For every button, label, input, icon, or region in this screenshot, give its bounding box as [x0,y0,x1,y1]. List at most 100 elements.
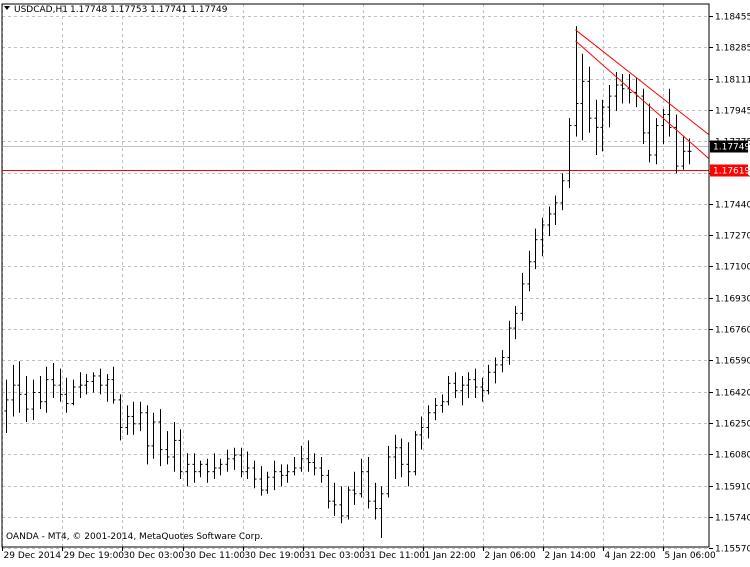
ohlc-bar [11,364,16,417]
ohlc-bar [426,405,431,439]
x-tick-label: 31 Dec 11:00 [365,551,426,561]
support-price-label: 1.17619 [713,167,750,177]
horizontal-line-layer [2,146,709,171]
ohlc-bar [520,272,525,321]
ohlc-bar [151,412,156,459]
ohlc-bar [446,375,451,406]
ohlc-bar [580,53,585,141]
copyright-notice: OANDA - MT4, © 2001-2014, MetaQuotes Sof… [6,532,263,542]
price-bars-layer [4,26,692,538]
y-tick-label: 1.16930 [715,295,750,305]
x-tick-label: 30 Dec 03:00 [124,551,185,561]
ohlc-bar [667,88,672,137]
ohlc-bar [547,206,552,237]
x-tick-label: 29 Dec 19:00 [64,551,125,561]
ohlc-bar [332,482,337,516]
trendlines-layer [575,29,710,160]
ohlc-bar [58,368,63,402]
ohlc-bar [265,471,270,494]
ohlc-bar [165,431,170,465]
ohlc-bar [453,372,458,399]
ohlc-bar [306,440,311,472]
ohlc-bar [674,114,679,174]
ohlc-bar [78,372,83,399]
ohlc-bar [473,368,478,399]
ohlc-bar [198,460,203,478]
ohlc-bar [239,447,244,478]
ohlc-bar [212,453,217,480]
ohlc-bar [292,456,297,476]
ohlc-bar [91,372,96,393]
ohlc-bar [105,374,110,402]
ohlc-bar [319,456,324,483]
ohlc-bar [359,458,364,498]
y-tick-label: 1.17100 [715,263,750,273]
ohlc-bar [312,453,317,476]
ohlc-bar [285,464,290,483]
y-tick-label: 1.16080 [715,451,750,461]
ohlc-bar [125,405,130,435]
ohlc-bar [386,445,391,498]
ohlc-bar [614,72,619,111]
ohlc-bar [259,466,264,496]
y-tick-label: 1.18285 [715,44,750,54]
x-tick-label: 1 Jan 22:00 [425,551,477,561]
ohlc-bar [486,364,491,395]
ohlc-bar [513,305,518,340]
ohlc-bar [641,88,646,144]
ohlc-bar [24,375,29,422]
x-tick-label: 4 Jan 22:00 [605,551,657,561]
ohlc-bar [225,449,230,472]
current-price-box [710,140,748,153]
x-tick-label: 5 Jan 06:00 [665,551,717,561]
y-tick-label: 1.17945 [715,107,750,117]
trendline[interactable] [575,40,710,160]
ohlc-bar [647,103,652,163]
y-tick-label: 1.16590 [715,357,750,367]
ohlc-bar [406,442,411,487]
ohlc-bar [594,99,599,156]
ohlc-bar [493,357,498,384]
x-tick-label: 31 Dec 03:00 [305,551,366,561]
y-tick-label: 1.16760 [715,326,750,336]
y-tick-label: 1.16420 [715,389,750,399]
current-price-label: 1.17749 [713,143,750,153]
ohlc-bar [245,451,250,480]
ohlc-bar [527,250,532,292]
plot-frame [1,3,710,548]
ohlc-bar [440,394,445,413]
x-tick-label: 2 Jan 06:00 [485,551,537,561]
ohlc-bar [393,434,398,480]
y-tick-label: 1.16250 [715,420,750,430]
grid-layer [2,4,709,549]
symbol-dropdown-icon[interactable] [4,6,10,10]
ohlc-bar [205,458,210,483]
trendline[interactable] [575,29,710,136]
y-tick-label: 1.18455 [715,13,750,23]
ohlc-bar [654,118,659,165]
ohlc-bar [366,456,371,509]
ohlc-bar [567,118,572,189]
ohlc-bar [346,486,351,520]
ohlc-bar [71,379,76,406]
ohlc-bar [587,66,592,133]
ohlc-bar [419,416,424,450]
ohlc-bar [466,372,471,399]
ohlc-bar [158,409,163,467]
ohlc-bar [433,398,438,421]
y-tick-label: 1.17270 [715,232,750,242]
ohlc-bar [373,482,378,520]
ohlc-bar [178,429,183,480]
y-tick-label: 1.15570 [715,545,750,555]
chart-quote: 1.17748 1.17753 1.17741 1.17749 [70,5,228,15]
ohlc-bar [98,368,103,395]
ohlc-bar [574,26,579,137]
ohlc-bar [279,464,284,487]
ohlc-bar [111,366,116,404]
ohlc-bar [413,431,418,476]
ohlc-bar [64,377,69,413]
ohlc-bar [399,438,404,478]
ohlc-bar [44,366,49,413]
